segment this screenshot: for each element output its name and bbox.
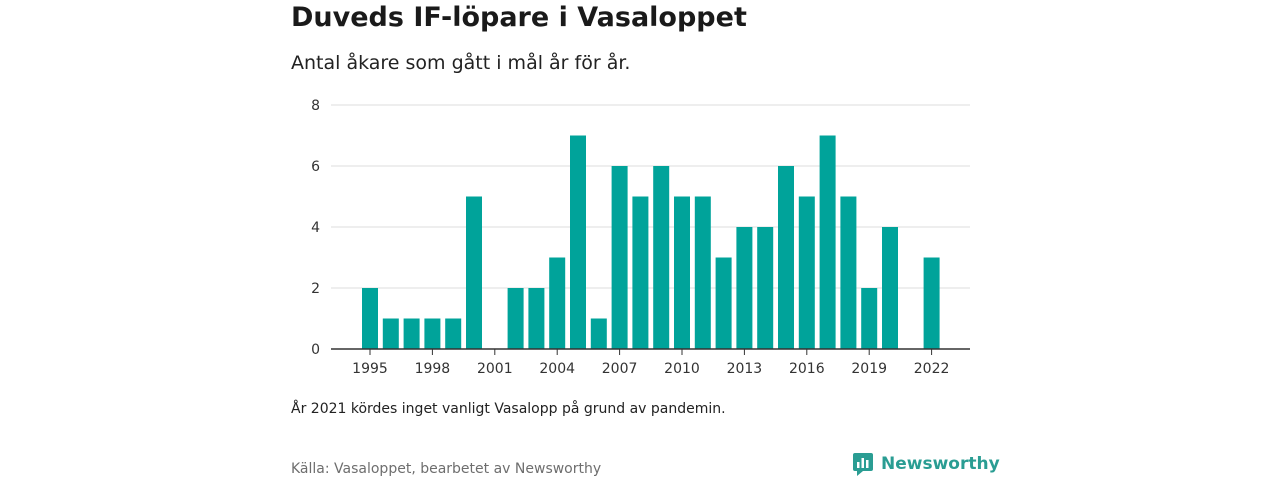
bar-2018 bbox=[840, 196, 857, 349]
newsworthy-logo-icon bbox=[853, 453, 873, 476]
chart-subtitle: Antal åkare som gått i mål år för år. bbox=[291, 52, 631, 74]
x-tick-label: 1998 bbox=[415, 361, 451, 377]
bar-2014 bbox=[757, 227, 774, 349]
y-tick-label: 8 bbox=[311, 98, 320, 114]
y-tick-label: 4 bbox=[311, 220, 320, 236]
bar-2019 bbox=[861, 288, 878, 349]
bar-2017 bbox=[819, 135, 836, 349]
x-tick-label: 2004 bbox=[539, 361, 575, 377]
y-tick-label: 6 bbox=[311, 159, 320, 175]
bar-2009 bbox=[653, 166, 670, 349]
bar-1996 bbox=[382, 318, 399, 349]
x-tick-label: 2010 bbox=[664, 361, 700, 377]
bar-1997 bbox=[403, 318, 420, 349]
bar-1999 bbox=[445, 318, 462, 349]
chart-note: År 2021 kördes inget vanligt Vasalopp på… bbox=[291, 401, 726, 417]
x-tick-label: 2001 bbox=[477, 361, 513, 377]
chart-title: Duveds IF-löpare i Vasaloppet bbox=[291, 2, 747, 33]
bar-2007 bbox=[611, 166, 628, 349]
bar-2020 bbox=[882, 227, 898, 349]
bar-2006 bbox=[590, 318, 607, 349]
bar-1998 bbox=[424, 318, 441, 349]
bar-2000 bbox=[466, 196, 482, 349]
bar-2016 bbox=[798, 196, 815, 349]
brand-name: Newsworthy bbox=[881, 454, 1000, 474]
bar-2011 bbox=[694, 196, 711, 349]
x-tick-label: 2019 bbox=[851, 361, 887, 377]
bar-2012 bbox=[715, 257, 732, 349]
x-tick-label: 1995 bbox=[352, 361, 388, 377]
x-tick-label: 2016 bbox=[789, 361, 825, 377]
bar-2003 bbox=[528, 288, 545, 349]
x-tick-label: 2007 bbox=[602, 361, 638, 377]
y-tick-label: 2 bbox=[311, 281, 320, 297]
source-credit: Källa: Vasaloppet, bearbetet av Newswort… bbox=[291, 461, 602, 477]
bar-2022 bbox=[923, 257, 940, 349]
x-tick-label: 2013 bbox=[727, 361, 763, 377]
bar-2013 bbox=[736, 227, 753, 349]
bar-2015 bbox=[778, 166, 794, 349]
y-tick-label: 0 bbox=[311, 342, 320, 358]
bar-2004 bbox=[549, 257, 566, 349]
bar-1995 bbox=[362, 288, 378, 349]
newsworthy-brand: Newsworthy bbox=[852, 452, 1000, 476]
bar-2010 bbox=[674, 196, 690, 349]
bar-2005 bbox=[570, 135, 586, 349]
bar-2002 bbox=[507, 288, 524, 349]
x-tick-label: 2022 bbox=[914, 361, 950, 377]
bar-2008 bbox=[632, 196, 649, 349]
